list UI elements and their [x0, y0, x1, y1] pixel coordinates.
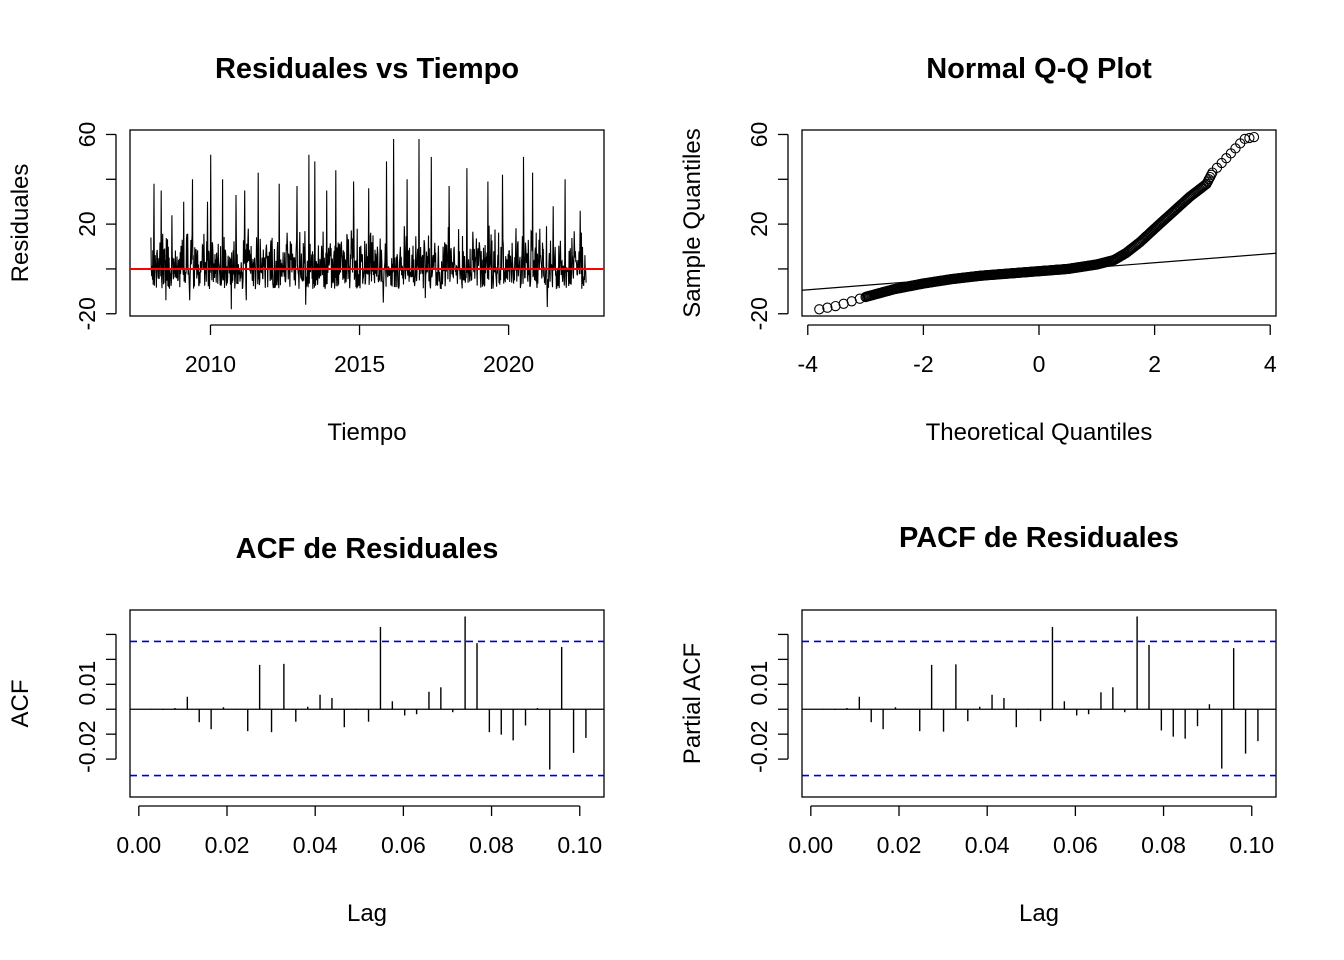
- plot-frame: [129, 609, 605, 798]
- lag-bars: [822, 616, 1259, 769]
- plot-frame: [801, 129, 1277, 317]
- y-tick-label: -0.02: [74, 720, 100, 772]
- x-axis-label: Lag: [347, 900, 387, 927]
- x-tick-label: 0.04: [965, 832, 1010, 858]
- y-axis-label: Partial ACF: [679, 643, 706, 764]
- qq-point: [854, 293, 865, 304]
- y-tick-label: 0.01: [74, 661, 100, 706]
- x-tick-label: 2010: [185, 351, 236, 377]
- x-tick-label: 0.04: [293, 832, 338, 858]
- x-tick-label: 2: [1148, 351, 1161, 377]
- x-axis-label: Tiempo: [327, 419, 406, 446]
- qq-reference-line: [801, 252, 1277, 291]
- x-tick-label: 4: [1264, 351, 1277, 377]
- y-tick-label: -0.02: [746, 720, 772, 772]
- residuals-time-chart: Residuales vs Tiempo Tiempo Residuales 2010…: [7, 53, 605, 446]
- x-tick-label: 0: [1033, 351, 1046, 377]
- plot-frame: [801, 609, 1277, 798]
- residual-series-line: [150, 138, 587, 310]
- pacf-chart: PACF de Residuales Lag Partial ACF 0.00 0.02…: [679, 522, 1277, 927]
- x-axis: 0.00 0.02 0.04 0.06 0.08 0.10: [788, 805, 1274, 858]
- x-tick-label: 0.06: [1053, 832, 1098, 858]
- x-tick-label: 0.00: [116, 832, 161, 858]
- y-tick-label: -20: [74, 297, 100, 330]
- x-tick-label: 0.02: [877, 832, 922, 858]
- plot-frame: [129, 129, 605, 317]
- y-tick-label: 60: [746, 122, 772, 148]
- qq-point: [1200, 179, 1211, 190]
- x-tick-label: 0.02: [205, 832, 250, 858]
- qq-point: [1206, 169, 1217, 180]
- x-tick-label: 0.08: [1141, 832, 1186, 858]
- x-tick-label: -2: [913, 351, 933, 377]
- x-axis: 2010 2015 2020: [185, 324, 534, 377]
- x-tick-label: 0.00: [788, 832, 833, 858]
- y-axis: -20 20 60: [74, 122, 117, 330]
- y-axis: -20 20 60: [746, 122, 789, 330]
- x-axis-label: Theoretical Quantiles: [926, 419, 1153, 446]
- y-axis-label: ACF: [7, 680, 34, 728]
- x-tick-label: 0.10: [1229, 832, 1274, 858]
- qq-point: [1248, 131, 1260, 143]
- x-tick-label: 0.08: [469, 832, 514, 858]
- y-axis-label: Residuales: [7, 164, 34, 283]
- x-tick-label: 2020: [483, 351, 534, 377]
- y-tick-label: 0.01: [746, 661, 772, 706]
- qq-point: [814, 304, 825, 315]
- qq-point: [822, 302, 833, 313]
- chart-title: PACF de Residuales: [899, 522, 1179, 554]
- x-axis-label: Lag: [1019, 900, 1059, 927]
- chart-title: Normal Q-Q Plot: [926, 53, 1152, 85]
- x-tick-label: 0.10: [557, 832, 602, 858]
- x-tick-label: -4: [798, 351, 819, 377]
- x-tick-label: 2015: [334, 351, 385, 377]
- y-tick-label: 60: [74, 122, 100, 148]
- x-tick-label: 0.06: [381, 832, 426, 858]
- x-axis: 0.00 0.02 0.04 0.06 0.08 0.10: [116, 805, 602, 858]
- y-axis: -0.02 0.01: [746, 633, 789, 773]
- lag-bars: [150, 616, 587, 770]
- qq-points: [814, 131, 1260, 315]
- y-tick-label: 20: [74, 211, 100, 237]
- y-tick-label: 20: [746, 211, 772, 237]
- y-tick-label: -20: [746, 297, 772, 330]
- qq-plot-chart: Normal Q-Q Plot Theoretical Quantiles Samp…: [679, 53, 1277, 446]
- y-axis-label: Sample Quantiles: [679, 128, 706, 317]
- y-axis: -0.02 0.01: [74, 633, 117, 773]
- qq-point: [1244, 132, 1255, 144]
- x-axis: -4 -2 0 2 4: [798, 324, 1277, 377]
- qq-point: [830, 300, 841, 312]
- chart-title: ACF de Residuales: [236, 533, 499, 565]
- chart-title: Residuales vs Tiempo: [215, 53, 519, 85]
